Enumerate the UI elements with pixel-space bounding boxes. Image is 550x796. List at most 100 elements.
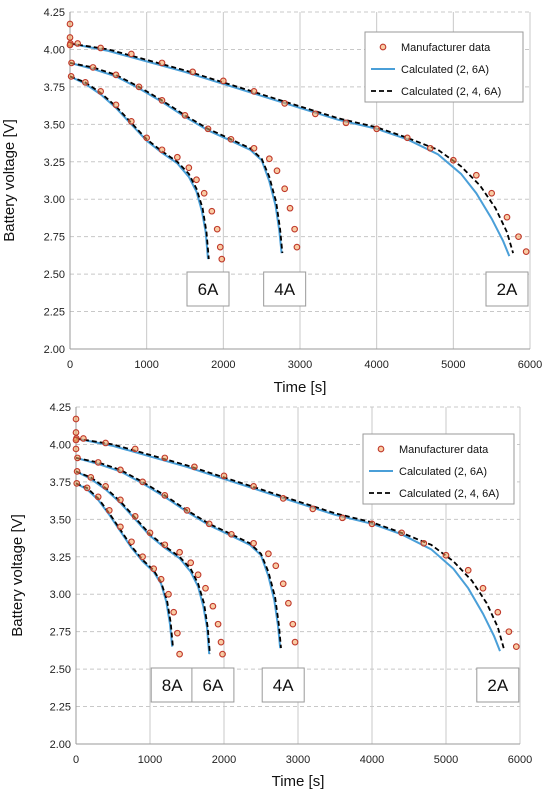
manufacturer-point — [68, 59, 75, 67]
x-tick-label: 3000 — [288, 359, 312, 371]
manufacturer-point — [127, 50, 135, 58]
series-2A — [72, 415, 520, 652]
legend-label: Calculated (2, 6A) — [401, 64, 489, 76]
y-tick-label: 3.50 — [44, 119, 65, 131]
manufacturer-point — [131, 512, 139, 520]
manufacturer-point — [139, 553, 146, 561]
manufacturer-point — [479, 584, 487, 592]
manufacturer-point — [74, 40, 82, 47]
manufacturer-point — [128, 538, 135, 546]
manufacturer-point — [97, 88, 105, 95]
manufacturer-point — [420, 539, 428, 547]
legend-label: Calculated (2, 4, 6A) — [399, 488, 499, 500]
manufacturer-point — [158, 97, 166, 104]
current-label-box — [186, 271, 230, 307]
manufacturer-point — [265, 155, 273, 163]
manufacturer-point — [286, 204, 294, 212]
manufacturer-point — [135, 83, 143, 91]
x-tick-label: 3000 — [286, 754, 310, 766]
manufacturer-point — [161, 492, 169, 499]
manufacturer-point — [403, 134, 411, 142]
current-label-box — [263, 271, 307, 307]
manufacturer-point — [505, 628, 513, 636]
legend-label: Calculated (2, 6A) — [399, 466, 487, 478]
manufacturer-point — [250, 88, 258, 95]
manufacturer-point — [515, 233, 522, 241]
manufacturer-point — [218, 255, 226, 263]
manufacturer-point — [105, 506, 113, 514]
y-tick-label: 2.75 — [50, 627, 71, 639]
calculated-2-4-6A-line-4A — [69, 62, 284, 254]
manufacturer-point — [273, 167, 281, 175]
manufacturer-point — [208, 207, 216, 215]
manufacturer-point — [94, 493, 102, 501]
manufacturer-point — [398, 529, 405, 537]
x-tick-label: 0 — [67, 359, 73, 371]
x-tick-label: 0 — [73, 754, 79, 766]
current-label: 2A — [497, 280, 518, 299]
y-tick-label: 4.00 — [50, 439, 71, 451]
y-tick-label: 2.75 — [44, 232, 65, 244]
x-tick-label: 2000 — [211, 359, 235, 371]
legend-marker-manufacturer — [377, 445, 385, 453]
manufacturer-point — [219, 650, 226, 658]
y-tick-label: 2.50 — [44, 269, 65, 281]
manufacturer-point — [250, 539, 257, 547]
manufacturer-point — [191, 463, 198, 471]
manufacturer-point — [200, 189, 208, 197]
manufacturer-point — [131, 445, 139, 453]
y-tick-label: 4.00 — [44, 44, 65, 56]
y-tick-label: 4.25 — [50, 402, 71, 414]
manufacturer-point — [281, 185, 289, 193]
manufacturer-point — [73, 468, 81, 475]
series-8A — [72, 445, 183, 658]
y-tick-label: 3.00 — [50, 589, 71, 601]
manufacturer-point — [185, 164, 193, 172]
manufacturer-point — [488, 189, 496, 197]
manufacturer-point — [72, 429, 80, 436]
current-label: 8A — [162, 676, 183, 695]
manufacturer-point — [250, 144, 258, 152]
manufacturer-point — [72, 445, 80, 453]
manufacturer-point — [187, 559, 195, 567]
legend: Manufacturer data Calculated (2, 6A) Calcu… — [364, 31, 524, 103]
chart-panel-2: 0 1000 2000 3000 4000 5000 6000 2.00 2.25 2.50 2.7… — [9, 402, 532, 790]
calculated-2-4-6A-line-2A — [69, 42, 514, 254]
manufacturer-point — [139, 478, 146, 486]
manufacturer-point — [80, 435, 87, 442]
current-label-box — [261, 667, 305, 703]
y-tick-label: 2.25 — [44, 307, 65, 319]
manufacturer-point — [66, 34, 74, 41]
y-tick-label: 3.00 — [44, 194, 65, 206]
manufacturer-point — [102, 483, 109, 490]
manufacturer-point — [214, 620, 222, 628]
manufacturer-point — [449, 156, 457, 164]
manufacturer-point — [66, 41, 74, 49]
manufacturer-point — [146, 529, 154, 537]
legend: Manufacturer data Calculated (2, 6A) Calcu… — [362, 433, 515, 505]
manufacturer-point — [279, 495, 287, 502]
x-tick-label: 1000 — [134, 359, 158, 371]
manufacturer-point — [227, 135, 235, 143]
calculated-2-4-6A-line-2A — [75, 437, 505, 649]
series-6A — [66, 41, 226, 263]
manufacturer-point — [194, 571, 202, 579]
manufacturer-point — [472, 171, 480, 179]
current-label-box — [191, 667, 235, 703]
manufacturer-point — [209, 602, 217, 610]
manufacturer-point — [183, 506, 191, 514]
y-tick-label: 2.00 — [50, 739, 71, 751]
manufacturer-point — [94, 459, 102, 466]
chart-panel-1: 0 1000 2000 3000 4000 5000 6000 2.00 2.25 2.50 2.7… — [1, 7, 542, 396]
manufacturer-point — [494, 608, 502, 616]
legend-label: Manufacturer data — [399, 444, 489, 456]
manufacturer-point — [213, 225, 221, 233]
y-tick-label: 3.25 — [44, 157, 65, 169]
manufacturer-point — [265, 550, 272, 558]
manufacturer-point — [158, 146, 166, 154]
manufacturer-point — [512, 643, 520, 650]
manufacturer-point — [181, 111, 189, 119]
legend-label: Calculated (2, 4, 6A) — [401, 86, 501, 98]
y-tick-label: 4.25 — [44, 7, 65, 19]
x-tick-label: 1000 — [138, 754, 162, 766]
